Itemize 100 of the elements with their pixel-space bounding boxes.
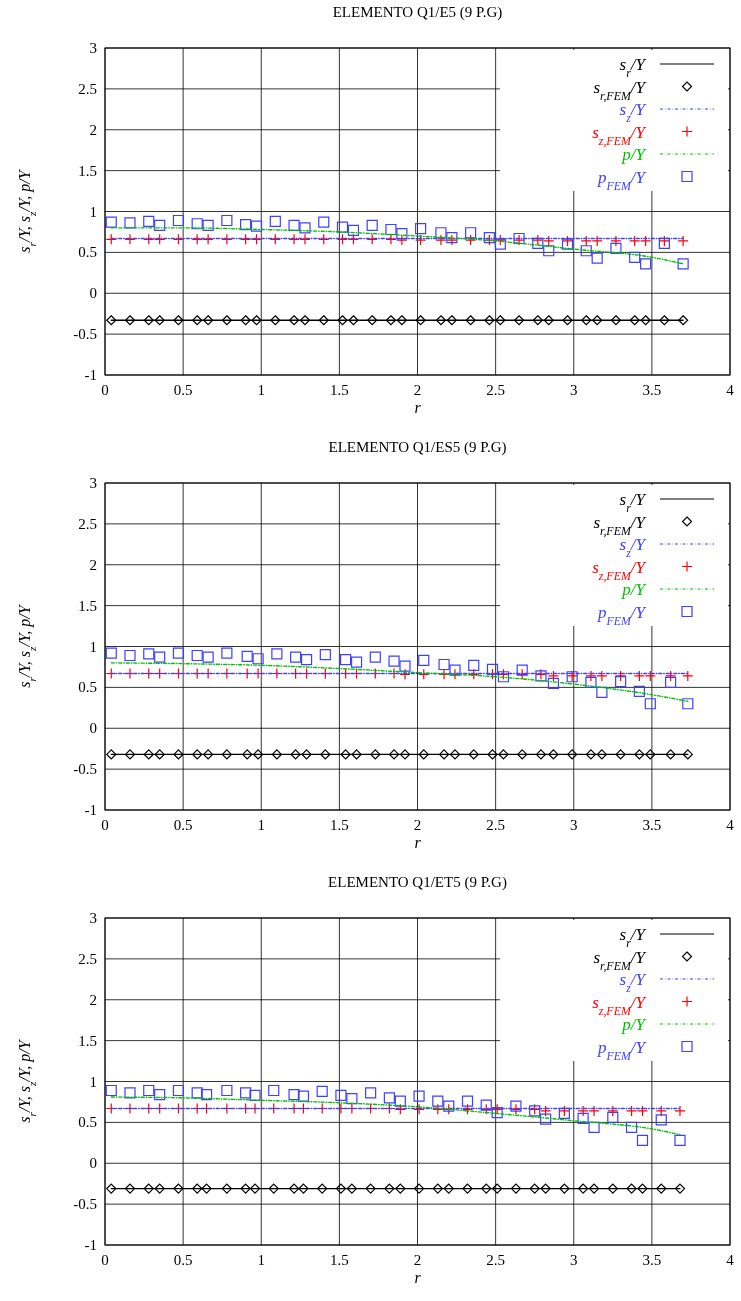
y-tick-label: -0.5 — [73, 326, 97, 343]
x-tick-label: 3 — [570, 382, 578, 398]
x-tick-label: 4 — [726, 1252, 735, 1268]
y-tick-label: 2.5 — [78, 515, 97, 532]
point — [644, 670, 656, 682]
point — [240, 1183, 251, 1194]
y-tick-label: 3 — [89, 910, 97, 926]
point — [202, 233, 214, 245]
point — [124, 217, 136, 229]
point — [268, 1084, 280, 1097]
point — [481, 1183, 492, 1194]
point — [340, 749, 351, 760]
point — [494, 238, 506, 250]
x-tick-label: 4 — [726, 382, 735, 398]
point — [250, 220, 263, 232]
point — [678, 315, 689, 326]
point — [202, 651, 214, 663]
point — [106, 1183, 117, 1194]
point — [202, 219, 214, 231]
chart-title: ELEMENTO Q1/ET5 (9 P.G) — [328, 874, 507, 891]
point — [290, 651, 302, 663]
point — [288, 1088, 300, 1101]
point — [290, 749, 301, 760]
point — [298, 1183, 309, 1194]
point — [495, 315, 506, 326]
x-tick-label: 2.5 — [486, 1252, 505, 1268]
x-tick-label: 2 — [413, 1252, 422, 1268]
x-tick-label: 0.5 — [173, 1252, 193, 1268]
point — [240, 1087, 252, 1099]
point — [335, 1183, 347, 1194]
point — [633, 670, 645, 682]
point — [250, 233, 263, 245]
x-tick-label: 3.5 — [642, 382, 662, 398]
x-tick-label: 1 — [257, 817, 265, 833]
point — [592, 315, 603, 326]
point — [607, 1183, 618, 1194]
point — [435, 234, 447, 246]
point — [449, 664, 461, 676]
point — [317, 1183, 328, 1194]
point — [192, 1183, 203, 1194]
y-tick-label: 2 — [89, 556, 97, 573]
point — [682, 670, 694, 682]
point — [106, 749, 117, 760]
point — [674, 1183, 686, 1194]
point — [388, 655, 400, 667]
x-tick-label: 3 — [570, 1252, 578, 1268]
point — [365, 1183, 376, 1194]
point — [249, 1089, 261, 1101]
y-tick-label: 2.5 — [78, 950, 97, 967]
point — [318, 315, 329, 326]
point — [634, 749, 645, 760]
point — [461, 1103, 474, 1115]
x-tick-label: 1 — [257, 1252, 265, 1268]
point — [677, 235, 689, 247]
point — [540, 1105, 552, 1117]
point — [607, 1105, 619, 1117]
point — [655, 1114, 667, 1126]
point — [346, 1093, 358, 1105]
point — [268, 1183, 279, 1194]
legend-label: s$_{r,FEM}$/Y — [593, 77, 647, 103]
point — [484, 315, 495, 326]
y-tick-label: 3 — [89, 40, 97, 56]
point — [143, 1183, 154, 1194]
point — [547, 677, 560, 689]
point — [299, 222, 311, 234]
point — [154, 1183, 165, 1194]
x-tick-label: 2 — [413, 817, 422, 833]
point — [399, 660, 411, 672]
point — [143, 667, 155, 680]
point — [543, 245, 555, 257]
point — [297, 1090, 310, 1102]
point — [249, 1102, 261, 1115]
point — [320, 749, 331, 760]
point — [340, 667, 352, 680]
point — [172, 1084, 185, 1097]
point — [517, 749, 528, 760]
point — [351, 749, 362, 760]
point — [348, 315, 359, 326]
point — [105, 647, 117, 659]
point — [271, 749, 282, 760]
x-tick-label: 3 — [570, 817, 578, 833]
point — [143, 215, 155, 227]
point — [154, 651, 166, 663]
legend-label: p$_{FEM}$/Y — [596, 1037, 647, 1063]
point — [577, 1105, 589, 1117]
x-tick-label: 1.5 — [330, 817, 349, 833]
point — [172, 233, 185, 245]
point — [221, 647, 233, 659]
point — [143, 1102, 155, 1115]
legend-label: s$_{z}$/Y — [619, 970, 647, 995]
legend-label: s$_{z,FEM}$/Y — [592, 557, 647, 583]
point — [143, 315, 154, 326]
point — [288, 315, 300, 326]
x-tick-label: 2 — [413, 382, 422, 398]
point — [415, 234, 427, 246]
point — [465, 227, 477, 239]
x-tick-label: 0 — [101, 1252, 109, 1268]
point — [154, 1088, 166, 1101]
point — [172, 647, 185, 659]
point — [105, 216, 117, 228]
